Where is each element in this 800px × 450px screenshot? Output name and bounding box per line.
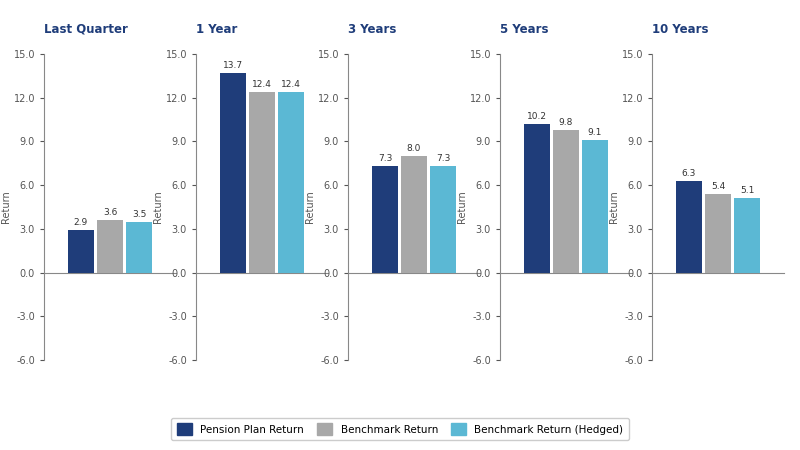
Text: 10.2: 10.2	[527, 112, 547, 121]
Bar	[220, 73, 246, 273]
Text: 2.9: 2.9	[74, 218, 88, 227]
Text: 6.3: 6.3	[682, 169, 696, 178]
Text: 5.1: 5.1	[740, 186, 754, 195]
Bar	[401, 156, 427, 273]
Bar	[372, 166, 398, 273]
Bar	[430, 166, 456, 273]
Text: Last Quarter: Last Quarter	[44, 22, 128, 36]
Text: 3.5: 3.5	[132, 210, 146, 219]
Bar	[582, 140, 608, 273]
Text: 13.7: 13.7	[223, 61, 243, 70]
Y-axis label: Return: Return	[1, 191, 10, 223]
Text: 1 Year: 1 Year	[196, 22, 238, 36]
Bar	[278, 92, 304, 273]
Bar	[524, 124, 550, 273]
Y-axis label: Return: Return	[457, 191, 466, 223]
Y-axis label: Return: Return	[305, 191, 314, 223]
Text: 3.6: 3.6	[103, 208, 117, 217]
Text: 5 Years: 5 Years	[500, 22, 549, 36]
Text: 12.4: 12.4	[252, 80, 272, 89]
Bar	[734, 198, 760, 273]
Text: 5.4: 5.4	[711, 182, 725, 191]
Bar	[97, 220, 123, 273]
Text: 10 Years: 10 Years	[652, 22, 709, 36]
Bar	[249, 92, 275, 273]
Bar	[126, 221, 152, 273]
Y-axis label: Return: Return	[153, 191, 162, 223]
Text: 7.3: 7.3	[436, 154, 450, 163]
Text: 7.3: 7.3	[378, 154, 392, 163]
Y-axis label: Return: Return	[609, 191, 618, 223]
Text: 8.0: 8.0	[407, 144, 421, 153]
Text: 12.4: 12.4	[281, 80, 301, 89]
Bar	[676, 181, 702, 273]
Text: 9.8: 9.8	[559, 118, 573, 127]
Bar	[705, 194, 731, 273]
Legend: Pension Plan Return, Benchmark Return, Benchmark Return (Hedged): Pension Plan Return, Benchmark Return, B…	[171, 418, 629, 440]
Bar	[553, 130, 579, 273]
Bar	[68, 230, 94, 273]
Text: 3 Years: 3 Years	[348, 22, 396, 36]
Text: 9.1: 9.1	[588, 128, 602, 137]
